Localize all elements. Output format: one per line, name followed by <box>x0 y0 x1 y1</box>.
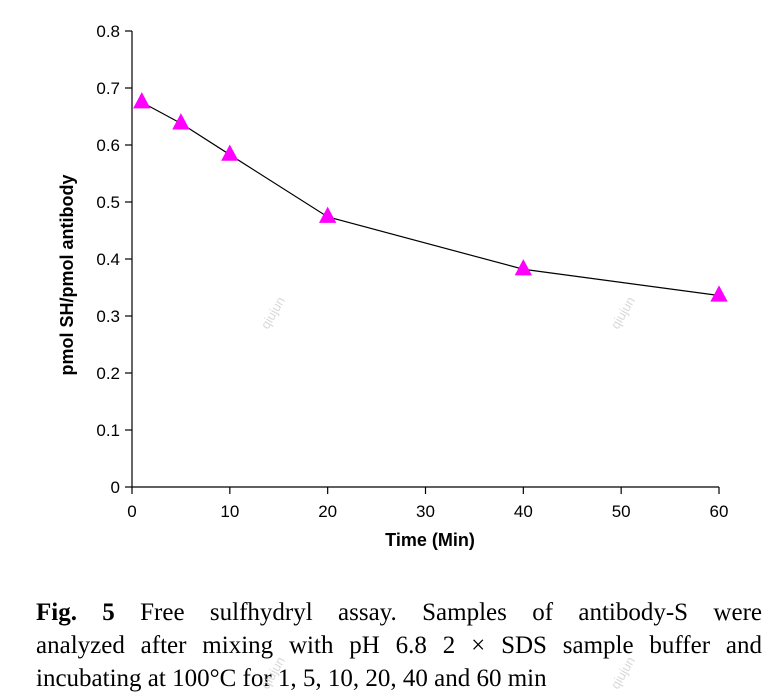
y-tick-label: 0.4 <box>96 250 120 269</box>
y-tick-label: 0.6 <box>96 136 120 155</box>
data-point <box>133 92 151 109</box>
y-tick-label: 0.5 <box>96 193 120 212</box>
y-tick-label: 0.1 <box>96 421 120 440</box>
x-tick-label: 60 <box>710 502 729 521</box>
x-tick-label: 0 <box>127 502 136 521</box>
figure-label: Fig. 5 <box>36 599 115 626</box>
y-tick-label: 0.7 <box>96 79 120 98</box>
x-tick-label: 40 <box>514 502 533 521</box>
watermark: qiujun <box>258 294 288 332</box>
x-axis-title: Time (Min) <box>385 530 475 550</box>
x-tick-label: 50 <box>612 502 631 521</box>
y-tick-label: 0.2 <box>96 364 120 383</box>
data-point <box>514 259 532 276</box>
x-tick-label: 10 <box>220 502 239 521</box>
x-axis: 0 10 20 30 40 50 60 <box>127 486 729 521</box>
figure-caption: Fig. 5 Free sulfhydryl assay. Samples of… <box>36 596 762 695</box>
series-layer <box>133 92 728 302</box>
y-axis: 0 0.1 0.2 0.3 0.4 0.5 0.6 0.7 0.8 <box>96 22 133 497</box>
y-tick-label: 0.8 <box>96 22 120 41</box>
caption-text: Free sulfhydryl assay. Samples of antibo… <box>140 599 762 626</box>
y-tick-label: 0.3 <box>96 307 120 326</box>
caption-line: analyzed after mixing with pH 6.8 2 × SD… <box>36 632 762 659</box>
data-point <box>221 144 239 161</box>
y-axis-title: pmol SH/pmol antibody <box>57 175 77 376</box>
y-tick-label: 0 <box>111 478 120 497</box>
data-point <box>319 206 337 223</box>
x-tick-label: 30 <box>416 502 435 521</box>
caption-line: Fig. 5 Free sulfhydryl assay. Samples of… <box>36 596 762 629</box>
chart: qiujun qiujun 00.10.20.30.40.50.60.70.8 … <box>57 22 729 550</box>
watermark: qiujun <box>608 294 638 332</box>
x-tick-label: 20 <box>318 502 337 521</box>
watermark-layer: qiujun qiujun <box>258 294 638 332</box>
series-line <box>141 101 720 297</box>
data-point <box>172 113 190 130</box>
data-point <box>710 285 728 302</box>
caption-line: incubating at 100°C for 1, 5, 10, 20, 40… <box>36 665 547 692</box>
